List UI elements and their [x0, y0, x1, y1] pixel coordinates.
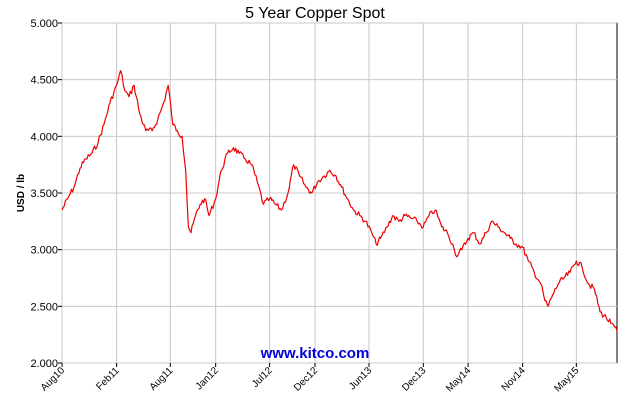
watermark-kitco: www.kitco.com — [260, 345, 370, 362]
x-tick-label: Feb11 — [94, 365, 122, 393]
y-tick-label: 3.000 — [30, 245, 58, 257]
x-tick-label: May14 — [444, 365, 473, 394]
y-tick-label: 3.500 — [30, 188, 58, 200]
x-axis-ticks: Aug10 Feb11 Aug11 Jan12 Jul12 Dec12 Jun13 Dec13… — [39, 363, 582, 394]
y-tick-label: 4.500 — [30, 75, 58, 87]
x-tick-label: Jul12 — [250, 365, 275, 390]
x-tick-label: Dec12 — [292, 365, 321, 394]
x-tick-label: May15 — [552, 365, 581, 394]
x-tick-label: Dec13 — [400, 365, 429, 394]
x-tick-label: Nov14 — [500, 365, 529, 394]
copper-price-line — [61, 70, 618, 332]
y-tick-label: 5.000 — [30, 18, 58, 30]
y-axis-label: USD / lb — [16, 174, 27, 212]
x-tick-label: Jun13 — [347, 365, 374, 392]
x-tick-label: Aug11 — [148, 365, 176, 393]
chart-title: 5 Year Copper Spot — [245, 5, 385, 22]
grid-lines — [61, 22, 617, 364]
y-axis-ticks: 2.000 2.500 3.000 3.500 4.000 4.500 5.000 — [30, 18, 62, 370]
y-tick-label: 4.000 — [30, 131, 58, 143]
x-tick-label: Jan12 — [194, 365, 221, 392]
y-tick-label: 2.000 — [30, 358, 58, 370]
y-tick-label: 2.500 — [30, 301, 58, 313]
